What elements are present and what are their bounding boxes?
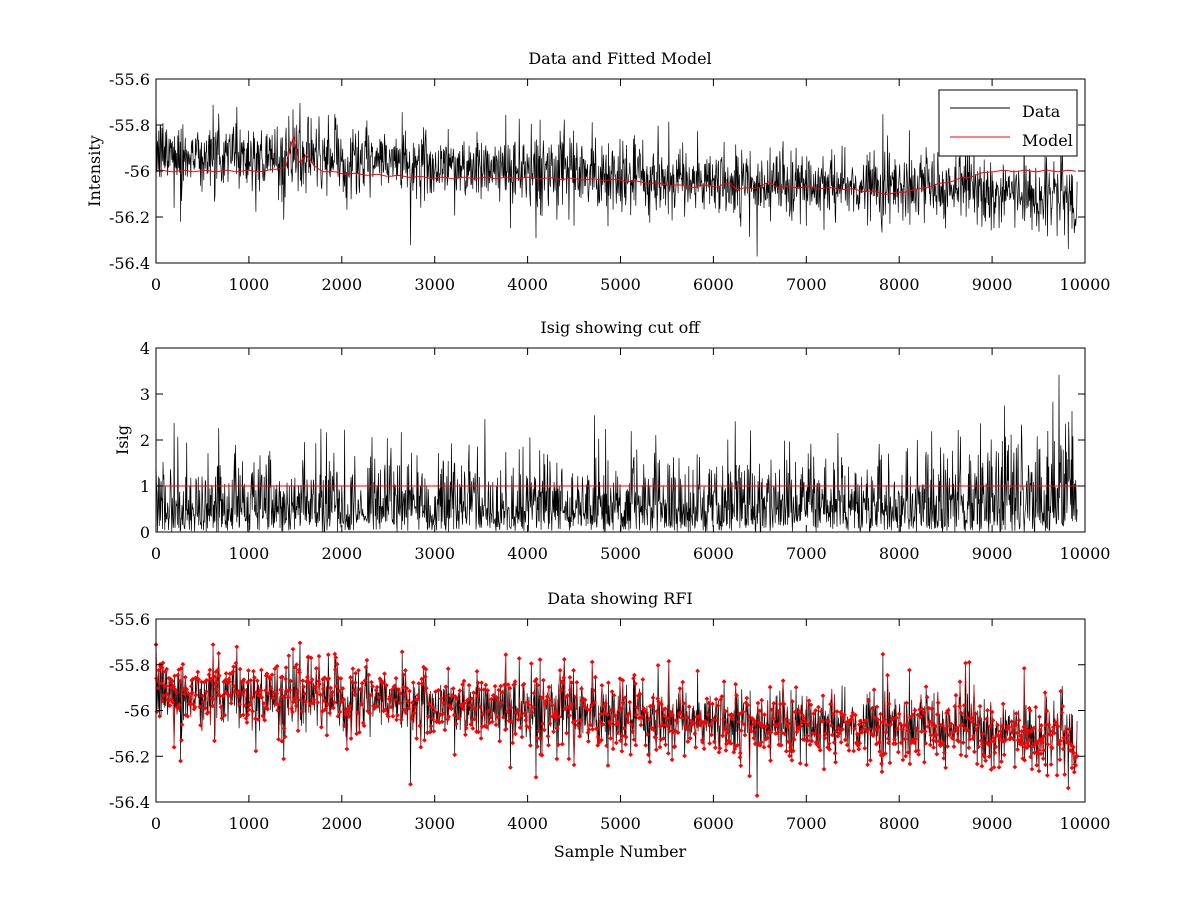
series-line-model [155, 135, 1076, 195]
x-tick-label: 5000 [600, 544, 641, 563]
y-tick-label: -56.4 [109, 254, 150, 273]
y-tick-label: 1 [140, 477, 150, 496]
legend-box [938, 89, 1078, 157]
x-tick-label: 10000 [1060, 275, 1111, 294]
y-tick-label: 0 [140, 523, 150, 542]
y-tick-label: -56.2 [109, 208, 150, 227]
x-tick-label: 9000 [972, 544, 1013, 563]
panel-data-and-model: Data and Fitted Model Intensity 0 1000 200… [85, 49, 1110, 294]
x-tick-label: 4000 [507, 275, 548, 294]
x-tick-label: 9000 [972, 275, 1013, 294]
series-line-data [155, 102, 1078, 257]
x-tick-label: 0 [151, 275, 161, 294]
x-tick-label: 1000 [229, 275, 270, 294]
panel-title: Isig showing cut off [540, 318, 701, 337]
x-tick-label: 6000 [693, 544, 734, 563]
y-axis-label: Isig [113, 425, 132, 455]
x-tick-label: 4000 [507, 544, 548, 563]
y-tick-label: -55.8 [109, 116, 150, 135]
x-tick-label: 4000 [507, 814, 548, 833]
x-tick-label: 8000 [879, 275, 920, 294]
panel-rfi: Data showing RFI 0 1000 2000 3000 4000 5000 60… [109, 589, 1110, 861]
axes: 0 1000 2000 3000 4000 5000 6000 7000 8000 9000 100… [109, 610, 1110, 833]
plot-area [155, 374, 1085, 533]
x-tick-label: 10000 [1060, 544, 1111, 563]
axes: 0 1000 2000 3000 4000 5000 6000 7000 8000 9000 100… [140, 339, 1111, 563]
plot-area [153, 640, 1079, 798]
plot-area [155, 102, 1078, 257]
x-axis-label: Sample Number [554, 842, 687, 861]
x-tick-label: 8000 [879, 544, 920, 563]
y-tick-label: -56 [124, 162, 150, 181]
y-axis-label: Intensity [85, 135, 104, 207]
x-tick-label: 7000 [786, 275, 827, 294]
axes: 0 1000 2000 3000 4000 5000 6000 7000 8000 9000 100… [109, 70, 1110, 294]
panel-title: Data and Fitted Model [528, 49, 711, 68]
x-tick-label: 9000 [972, 814, 1013, 833]
legend: Data Model [938, 89, 1078, 157]
panel-title: Data showing RFI [547, 589, 692, 608]
x-tick-label: 5000 [600, 814, 641, 833]
x-tick-label: 5000 [600, 275, 641, 294]
y-tick-label: -55.8 [109, 656, 150, 675]
x-tick-label: 0 [151, 544, 161, 563]
x-tick-label: 2000 [321, 544, 362, 563]
x-tick-label: 2000 [321, 814, 362, 833]
x-tick-label: 7000 [786, 544, 827, 563]
y-tick-label: 4 [140, 339, 150, 358]
rfi-line [155, 644, 1078, 777]
x-tick-label: 3000 [414, 544, 455, 563]
legend-label-model: Model [1022, 131, 1073, 150]
y-tick-label: 2 [140, 431, 150, 450]
x-tick-label: 6000 [693, 814, 734, 833]
x-tick-label: 8000 [879, 814, 920, 833]
x-tick-label: 1000 [229, 814, 270, 833]
x-tick-label: 2000 [321, 275, 362, 294]
legend-label-data: Data [1022, 102, 1061, 121]
x-tick-label: 6000 [693, 275, 734, 294]
y-tick-label: -55.6 [109, 610, 150, 629]
y-tick-label: -56.4 [109, 793, 150, 812]
panel-isig: Isig showing cut off Isig 0 1000 2000 3000 4… [113, 318, 1110, 563]
y-tick-label: 3 [140, 385, 150, 404]
x-tick-label: 10000 [1060, 814, 1111, 833]
x-tick-label: 0 [151, 814, 161, 833]
x-tick-label: 1000 [229, 544, 270, 563]
y-tick-label: -56.2 [109, 747, 150, 766]
series-line-isig [155, 374, 1078, 533]
x-tick-label: 3000 [414, 814, 455, 833]
y-tick-label: -55.6 [109, 70, 150, 89]
y-tick-label: -56 [124, 702, 150, 721]
x-tick-label: 7000 [786, 814, 827, 833]
x-tick-label: 3000 [414, 275, 455, 294]
